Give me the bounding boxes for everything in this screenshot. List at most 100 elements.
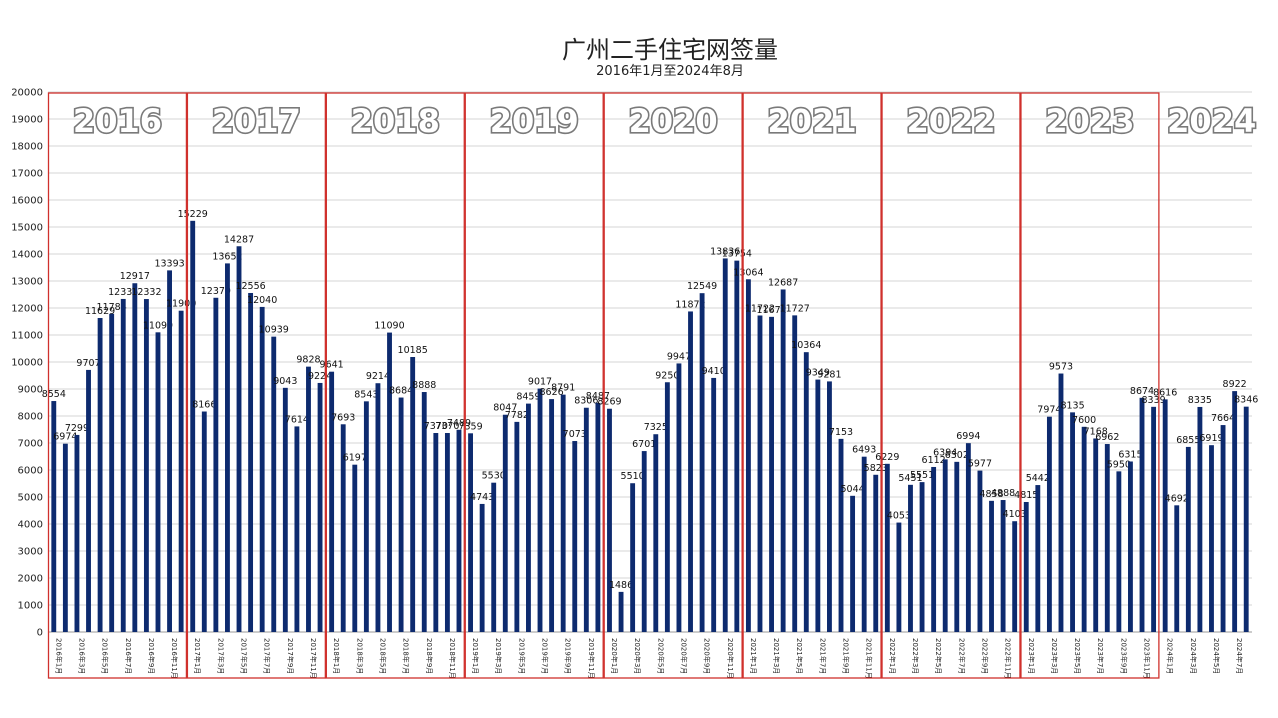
bar (178, 310, 184, 632)
data-label: 7153 (829, 427, 853, 438)
data-label: 11872 (675, 299, 705, 310)
data-label: 4743 (470, 492, 494, 503)
x-tick-label: 2016年7月 (124, 638, 133, 674)
x-tick-label: 2024年1月 (1166, 638, 1175, 674)
bar (1174, 505, 1180, 632)
year-label: 2016 (73, 102, 162, 140)
y-tick-label: 0 (37, 628, 43, 639)
data-label: 7370 (424, 421, 448, 432)
x-tick-label: 2024年5月 (1212, 638, 1221, 674)
year-label: 2024 (1167, 102, 1256, 140)
bar (86, 369, 91, 632)
chart-subtitle: 2016年1月至2024年8月 (596, 64, 744, 79)
y-tick-label: 15000 (11, 223, 43, 234)
bar (1209, 445, 1214, 632)
data-label: 8166 (192, 400, 216, 411)
bar (884, 463, 890, 632)
data-label: 6974 (53, 432, 77, 443)
data-label: 8335 (1188, 395, 1212, 406)
x-tick-label: 2024年7月 (1235, 638, 1244, 674)
y-tick-label: 14000 (11, 250, 43, 261)
bar (745, 279, 751, 632)
bar (282, 387, 288, 632)
x-tick-label: 2018年5月 (378, 638, 387, 674)
data-label: 9947 (667, 351, 691, 362)
data-label: 8346 (1234, 395, 1258, 406)
data-label: 8306 (574, 396, 598, 407)
data-label: 8616 (1153, 387, 1177, 398)
data-label: 11722 (745, 304, 775, 315)
x-tick-label: 2019年1月 (471, 638, 480, 674)
bar (398, 397, 404, 632)
x-tick-label: 2018年11月 (448, 638, 457, 679)
x-tick-label: 2022年7月 (957, 638, 966, 674)
data-label: 7600 (1072, 415, 1096, 426)
x-tick-label: 2021年5月 (795, 638, 804, 674)
x-tick-label: 2021年9月 (842, 638, 851, 674)
data-label: 13836 (710, 246, 740, 257)
bar (977, 470, 983, 632)
bar (965, 443, 971, 632)
bar (236, 246, 242, 632)
x-tick-label: 2020年1月 (610, 638, 619, 674)
x-tick-label: 2020年3月 (633, 638, 642, 674)
chart-title: 广州二手住宅网签量 (562, 36, 778, 64)
year-label: 2023 (1045, 102, 1134, 140)
bar (225, 263, 230, 632)
year-label: 2022 (906, 102, 995, 140)
data-label: 6112 (922, 455, 946, 466)
data-label: 5823 (864, 463, 888, 474)
bar (641, 451, 647, 632)
x-tick-label: 2023年1月 (1027, 638, 1036, 674)
bar (873, 474, 879, 632)
year-label: 2020 (629, 102, 718, 140)
y-tick-label: 19000 (11, 115, 43, 126)
x-tick-label: 2022年3月 (911, 638, 920, 674)
bar (1070, 412, 1075, 632)
data-label: 8487 (586, 391, 610, 402)
data-label: 8791 (551, 383, 575, 394)
year-frame (742, 92, 882, 679)
data-label: 6229 (875, 452, 899, 463)
data-label: 11672 (756, 305, 786, 316)
data-label: 6493 (852, 445, 876, 456)
bar (931, 466, 937, 632)
y-tick-label: 17000 (11, 169, 43, 180)
year-frame (325, 92, 465, 679)
x-tick-label: 2020年7月 (679, 638, 688, 674)
x-tick-label: 2022年1月 (888, 638, 897, 674)
bar (155, 332, 161, 632)
y-tick-label: 11000 (11, 331, 43, 342)
bar (1104, 444, 1110, 632)
x-tick-label: 2023年9月 (1119, 638, 1128, 674)
x-tick-label: 2020年5月 (656, 638, 665, 674)
data-label: 12917 (120, 271, 150, 282)
bar (618, 591, 624, 632)
bar (433, 433, 439, 632)
x-tick-label: 2022年11月 (1004, 638, 1013, 679)
bar (444, 433, 450, 632)
data-label: 9214 (366, 371, 390, 382)
data-label: 9281 (817, 369, 841, 380)
x-tick-label: 2016年1月 (54, 638, 63, 674)
bar (861, 456, 867, 632)
data-label: 13064 (733, 267, 763, 278)
x-tick-label: 2017年3月 (216, 638, 225, 674)
y-tick-label: 3000 (18, 547, 43, 558)
data-label: 8684 (389, 386, 413, 397)
data-label: 12332 (131, 287, 161, 298)
bar (468, 433, 473, 632)
x-tick-label: 2024年3月 (1189, 638, 1198, 674)
data-label: 8339 (1142, 395, 1166, 406)
data-label: 6994 (956, 431, 980, 442)
y-tick-label: 13000 (11, 277, 43, 288)
bar (734, 260, 740, 632)
bar (248, 292, 254, 632)
data-label: 12335 (108, 287, 138, 298)
data-label: 11090 (374, 321, 404, 332)
bar (143, 299, 149, 632)
year-label: 2017 (212, 102, 301, 140)
data-label: 7370 (435, 421, 459, 432)
data-label: 8047 (493, 403, 517, 414)
bar (456, 429, 462, 632)
